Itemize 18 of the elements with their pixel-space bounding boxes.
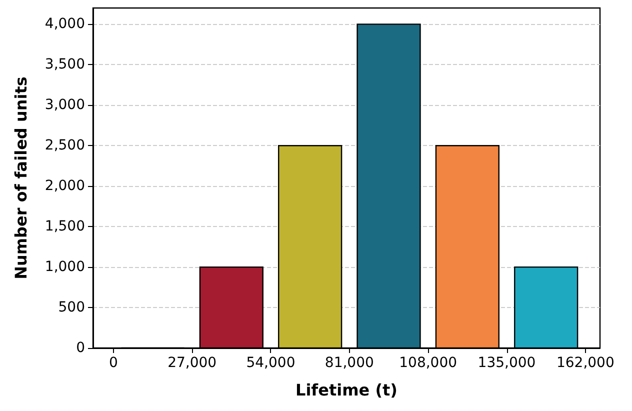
x-tick-label: 27,000	[168, 355, 217, 371]
x-tick-label: 81,000	[324, 355, 374, 371]
y-tick-label: 3,500	[44, 56, 85, 73]
x-tick-label: 0	[108, 355, 118, 371]
x-tick-label: 54,000	[246, 355, 296, 371]
x-axis-title: Lifetime (t)	[296, 380, 398, 400]
x-tick-label: 162,000	[556, 355, 614, 371]
y-tick-label: 1,500	[44, 218, 85, 235]
y-tick-label: 0	[76, 340, 85, 356]
y-axis-title: Number of failed units	[12, 76, 30, 280]
y-tick-label: 1,000	[44, 259, 85, 276]
x-tick-label: 135,000	[478, 355, 536, 371]
y-tick-label: 4,000	[44, 16, 85, 32]
y-tick-label: 2,000	[44, 178, 85, 194]
y-tick-label: 2,500	[44, 138, 85, 154]
x-tick-label: 108,000	[399, 355, 458, 371]
y-tick-label: 3,000	[44, 97, 85, 114]
y-tick-label: 500	[58, 300, 85, 316]
